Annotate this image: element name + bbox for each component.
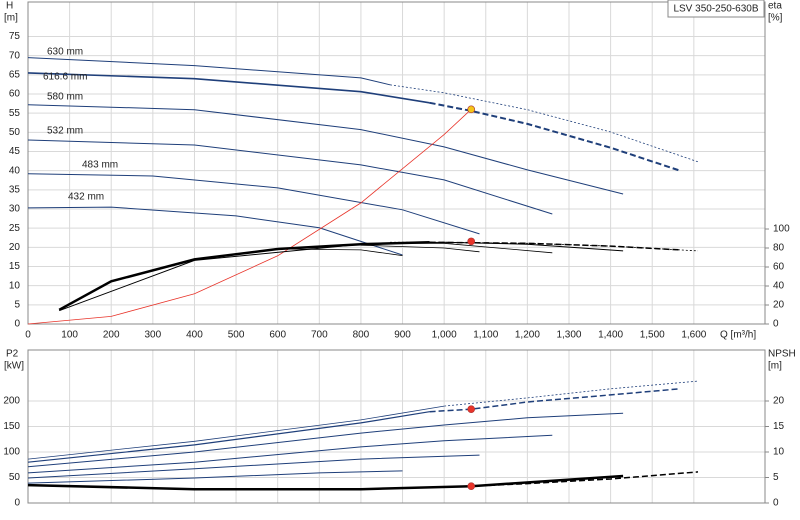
curve-label: 630 mm bbox=[47, 47, 83, 58]
curve bbox=[444, 380, 699, 407]
y2-tick-label: 10 bbox=[773, 447, 785, 458]
curve-y2 bbox=[277, 248, 403, 256]
curve bbox=[27, 72, 430, 104]
y-axis-unit: [m] bbox=[4, 13, 18, 24]
x-tick-label: 1,400 bbox=[598, 330, 623, 341]
y-tick-label: 60 bbox=[9, 89, 21, 100]
operating-point bbox=[467, 105, 475, 114]
y-tick-label: 45 bbox=[9, 146, 21, 157]
model-label: LSV 350-250-630B bbox=[673, 4, 758, 15]
y-tick-label: 5 bbox=[14, 299, 20, 310]
y-tick-label: 150 bbox=[3, 421, 20, 432]
x-tick-label: 400 bbox=[186, 330, 203, 341]
y-tick-label: 50 bbox=[9, 472, 21, 483]
operating-point bbox=[467, 237, 475, 246]
y-tick-label: 35 bbox=[9, 184, 21, 195]
y-axis-label: H bbox=[6, 1, 13, 12]
y-tick-label: 15 bbox=[9, 261, 21, 272]
y-tick-label: 65 bbox=[9, 69, 21, 80]
y2-axis-unit: [%] bbox=[768, 13, 783, 24]
curve-label: 580 mm bbox=[47, 92, 83, 103]
x-tick-label: 100 bbox=[61, 330, 78, 341]
plot-frame bbox=[27, 349, 766, 504]
curve-y2 bbox=[360, 244, 480, 253]
y-tick-label: 200 bbox=[3, 396, 20, 407]
x-tick-label: 1,600 bbox=[681, 330, 706, 341]
y2-tick-label: 15 bbox=[773, 421, 785, 432]
y2-axis-label: eta bbox=[768, 1, 782, 12]
curve bbox=[27, 206, 403, 256]
curve bbox=[27, 139, 553, 215]
y-axis-label: P2 bbox=[6, 349, 19, 360]
curve bbox=[27, 173, 480, 235]
curve bbox=[27, 434, 553, 474]
curve bbox=[429, 101, 681, 172]
curve bbox=[27, 109, 472, 325]
y2-tick-label: 20 bbox=[773, 300, 785, 311]
x-tick-label: 700 bbox=[311, 330, 328, 341]
y2-tick-label: 0 bbox=[773, 498, 779, 509]
y-tick-label: 100 bbox=[3, 447, 20, 458]
y2-tick-label: 60 bbox=[773, 262, 785, 273]
x-tick-label: 500 bbox=[228, 330, 245, 341]
y2-tick-label: 80 bbox=[773, 243, 785, 254]
y2-tick-label: 100 bbox=[773, 224, 790, 235]
y2-tick-label: 20 bbox=[773, 396, 785, 407]
curve-label: 432 mm bbox=[68, 192, 104, 203]
curve bbox=[27, 57, 391, 86]
curve bbox=[389, 84, 699, 163]
y-tick-label: 0 bbox=[14, 319, 20, 330]
y-axis-unit: [kW] bbox=[4, 361, 24, 372]
x-tick-label: 800 bbox=[353, 330, 370, 341]
model-box bbox=[667, 0, 765, 18]
curve bbox=[27, 405, 445, 460]
curve-label: 532 mm bbox=[47, 126, 83, 137]
curve bbox=[27, 104, 624, 195]
y2-axis-label: NPSH bbox=[768, 349, 796, 360]
x-tick-label: 0 bbox=[25, 330, 31, 341]
curve-label: 616.6 mm bbox=[43, 72, 87, 83]
curve-label: 483 mm bbox=[82, 160, 118, 171]
y2-axis-unit: [m] bbox=[768, 361, 782, 372]
y-tick-label: 70 bbox=[9, 50, 21, 61]
y2-tick-label: 40 bbox=[773, 281, 785, 292]
x-tick-label: 1,100 bbox=[473, 330, 498, 341]
y-tick-label: 40 bbox=[9, 165, 21, 176]
y-tick-label: 0 bbox=[14, 498, 20, 509]
curve bbox=[27, 411, 430, 463]
x-tick-label: 1,300 bbox=[556, 330, 581, 341]
curve bbox=[27, 412, 624, 468]
x-tick-label: 1,500 bbox=[640, 330, 665, 341]
y-tick-label: 50 bbox=[9, 127, 21, 138]
plot-frame bbox=[27, 1, 766, 325]
curve-y2 bbox=[27, 474, 624, 491]
y-tick-label: 75 bbox=[9, 31, 21, 42]
x-tick-label: 300 bbox=[145, 330, 162, 341]
y-tick-label: 10 bbox=[9, 280, 21, 291]
curve-y2 bbox=[360, 242, 553, 254]
y2-tick-label: 5 bbox=[773, 472, 779, 483]
operating-point bbox=[467, 405, 475, 413]
x-tick-label: 1,200 bbox=[515, 330, 540, 341]
x-tick-label: 600 bbox=[269, 330, 286, 341]
y2-tick-label: 0 bbox=[773, 319, 779, 330]
y-tick-label: 55 bbox=[9, 108, 21, 119]
y-tick-label: 30 bbox=[9, 204, 21, 215]
y-tick-label: 25 bbox=[9, 223, 21, 234]
y-tick-label: 20 bbox=[9, 242, 21, 253]
curve bbox=[27, 470, 403, 484]
curve bbox=[27, 454, 480, 479]
operating-point bbox=[467, 482, 475, 490]
x-tick-label: 200 bbox=[103, 330, 120, 341]
curve-y2 bbox=[471, 471, 699, 487]
x-tick-label: 1,000 bbox=[432, 330, 457, 341]
x-axis-label: Q [m³/h] bbox=[720, 330, 756, 341]
x-tick-label: 900 bbox=[394, 330, 411, 341]
curve bbox=[429, 388, 681, 413]
